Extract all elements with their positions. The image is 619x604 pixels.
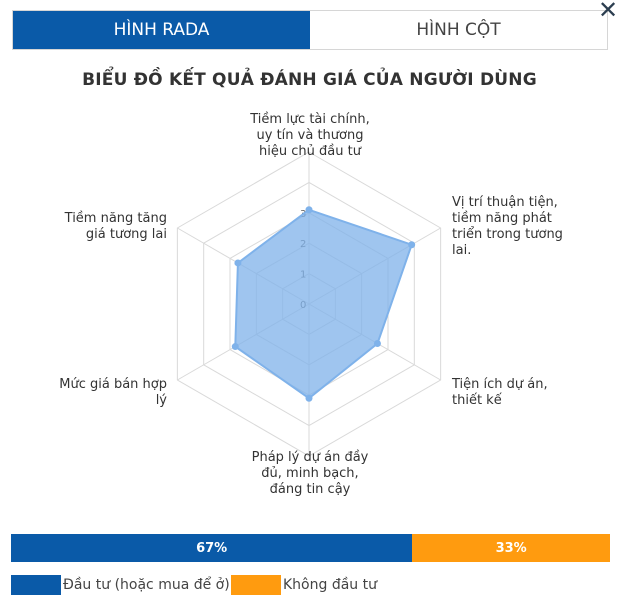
bar-segment-invest: 67%	[11, 534, 413, 562]
radar-point	[305, 206, 313, 214]
chart-title: BIỂU ĐỒ KẾT QUẢ ĐÁNH GIÁ CỦA NGƯỜI DÙNG	[82, 70, 537, 90]
axis-label-financial: Tiềm lực tài chính, uy tín và thương hiệ…	[250, 112, 370, 159]
legend-item-invest: Đầu tư (hoặc mua để ở)	[11, 575, 230, 595]
decision-bar: 67% 33%	[11, 534, 610, 562]
radar-point	[373, 340, 381, 348]
close-icon[interactable]: ✕	[597, 0, 619, 24]
legend-label-not-invest: Không đầu tư	[283, 577, 377, 593]
radar-point	[305, 394, 313, 402]
axis-label-location: Vị trí thuận tiện, tiềm năng phát triển …	[452, 195, 563, 258]
tab-column[interactable]: HÌNH CỘT	[310, 11, 607, 49]
radar-points	[231, 206, 416, 402]
radar-series-area	[234, 208, 413, 400]
axis-label-growth: Tiềm năng tăng giá tương lai	[64, 211, 167, 242]
legend-label-invest: Đầu tư (hoặc mua để ở)	[63, 577, 230, 593]
radar-point	[234, 259, 242, 267]
chart-tabs: HÌNH RADA HÌNH CỘT	[12, 10, 608, 50]
bar-segment-not-invest: 33%	[412, 534, 610, 562]
legend-item-not-invest: Không đầu tư	[231, 575, 377, 595]
legend-swatch-invest	[11, 575, 61, 595]
axis-label-legal: Pháp lý dự án đầy đủ, minh bạch, đáng ti…	[251, 450, 369, 497]
tab-radar[interactable]: HÌNH RADA	[13, 11, 310, 49]
axis-label-price: Mức giá bán hợp lý	[59, 377, 167, 408]
legend-swatch-not-invest	[231, 575, 281, 595]
radar-point	[231, 343, 239, 351]
radar-point	[408, 241, 416, 249]
axis-label-amenities: Tiện ích dự án, thiết kế	[452, 377, 548, 408]
